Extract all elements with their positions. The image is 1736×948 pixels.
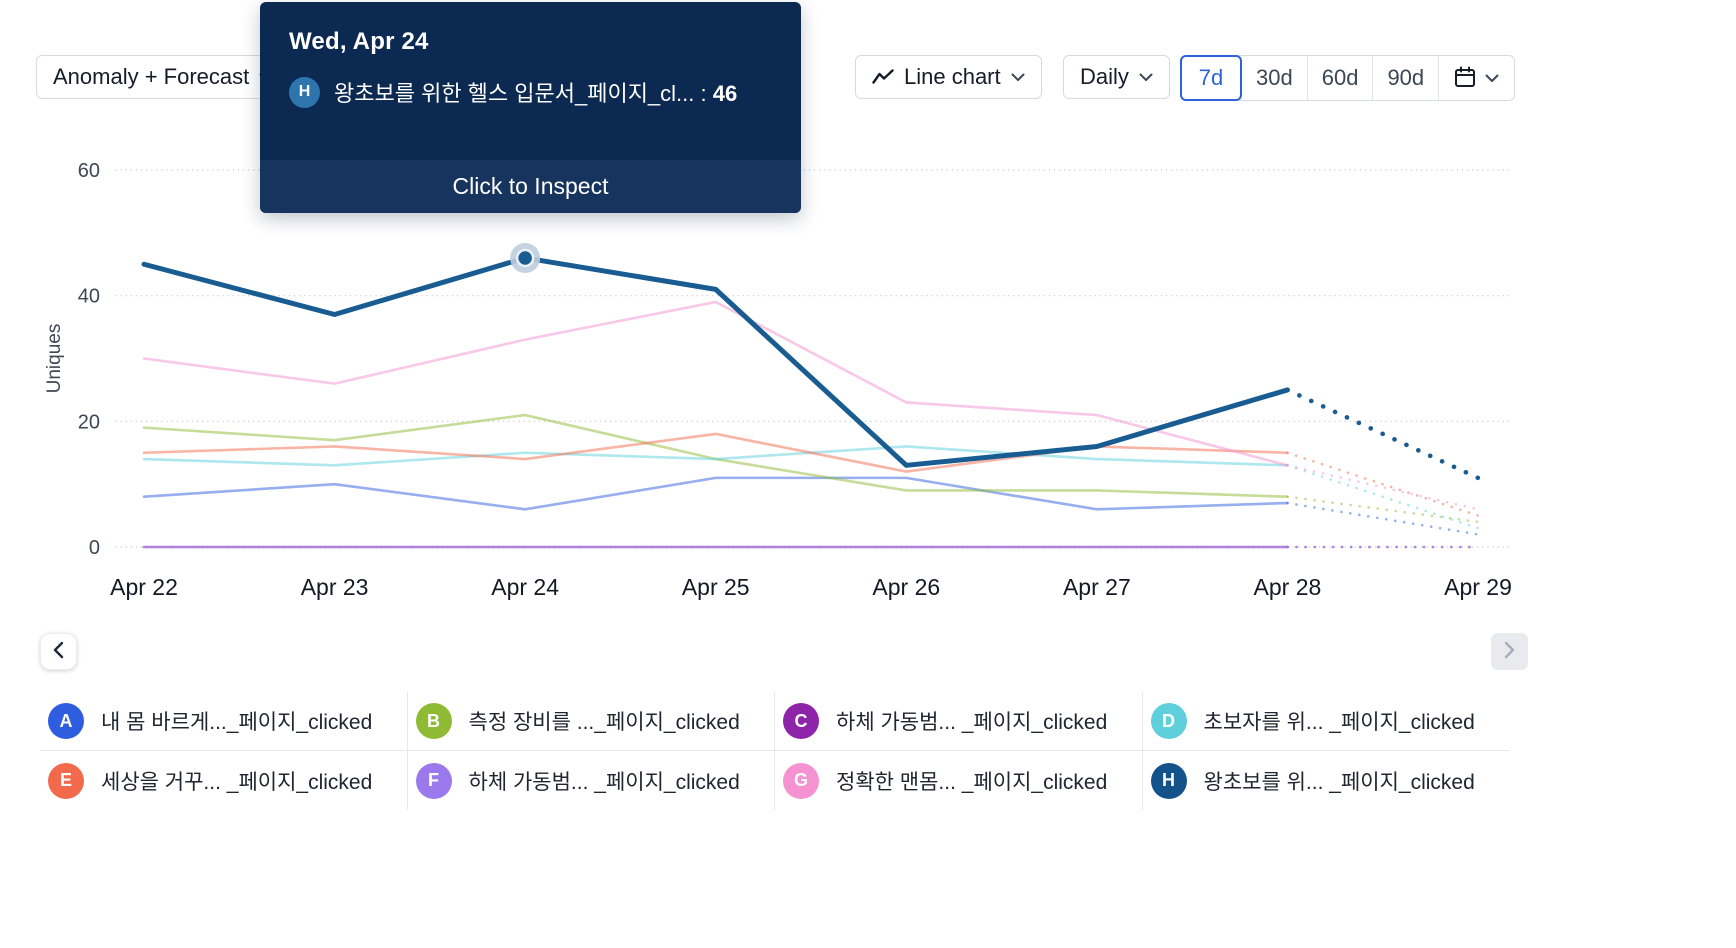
granularity-button[interactable]: Daily [1063,55,1170,99]
scroll-next-button[interactable] [1491,633,1528,670]
x-tick-label: Apr 22 [110,574,178,600]
x-tick-label: Apr 23 [301,574,369,600]
tooltip-date: Wed, Apr 24 [289,28,429,55]
legend-label-a: 내 몸 바르게..._페이지_clicked [101,711,373,734]
tooltip-series-label: 왕초보를 위한 헬스 입문서_페이지_cl... [334,81,695,106]
legend-label-f: 하체 가동범... _페이지_clicked [468,770,740,794]
legend-label-c: 하체 가동범... _페이지_clicked [836,711,1108,734]
tooltip-inspect-button[interactable]: Click to Inspect [260,160,801,213]
x-tick-label: Apr 27 [1063,574,1131,600]
series-badge-h: H [1150,762,1187,799]
highlighted-point[interactable] [515,248,535,268]
legend-label-d: 초보자를 위... _페이지_clicked [1203,711,1475,734]
metric-selector-label: Anomaly + Forecast [53,64,250,89]
series-badge: H [289,76,320,108]
legend-item-b[interactable]: B 측정 장비를 ..._페이지_clicked [407,692,775,751]
legend-item-g[interactable]: G 정확한 맨몸... _페이지_clicked [775,751,1143,810]
date-range-group: 7d 30d 60d 90d [1180,55,1516,101]
series-forecast-E [1286,451,1480,517]
series-badge-d: D [1150,703,1187,739]
legend-label-h: 왕초보를 위... _페이지_clicked [1203,770,1475,794]
x-tick-label: Apr 26 [872,574,940,600]
series-forecast-G [1286,464,1480,511]
series-line-D[interactable] [142,445,1289,467]
series-badge-c: C [783,703,819,739]
chevron-down-icon [1485,71,1499,86]
range-90d-button[interactable]: 90d [1373,56,1440,100]
x-tick-label: Apr 25 [682,574,750,600]
legend-item-h[interactable]: H 왕초보를 위... _페이지_clicked [1142,751,1510,810]
series-badge-b: B [415,703,452,739]
y-tick-label: 20 [78,411,100,433]
chart-tooltip: Wed, Apr 24 H 왕초보를 위한 헬스 입문서_페이지_cl... :… [260,2,801,213]
trend-chart[interactable]: 0 20 40 60 Apr 22 Apr 23 Apr 24 Apr 25 Apr 26 Apr… [0,140,1736,620]
x-tick-label: Apr 28 [1254,574,1322,600]
line-chart-icon [872,69,894,85]
range-30d-button[interactable]: 30d [1242,56,1308,100]
x-tick-label: Apr 29 [1444,574,1512,600]
y-axis-label: Uniques [44,324,65,394]
x-tick-label: Apr 24 [491,574,559,600]
series-forecast-H [1285,387,1481,481]
granularity-label: Daily [1080,64,1129,89]
tooltip-series-row: H 왕초보를 위한 헬스 입문서_페이지_cl... : 46 [260,56,801,108]
series-badge-e: E [48,762,84,799]
legend-label-e: 세상을 거꾸... _페이지_clicked [101,770,373,794]
series-line-H[interactable] [141,255,1290,468]
legend-item-f[interactable]: F 하체 가동범... _페이지_clicked [407,751,775,810]
y-tick-label: 40 [78,286,100,308]
chevron-down-icon [1139,73,1153,82]
series-badge-f: F [415,762,452,799]
y-tick-label: 0 [89,537,100,559]
legend-item-c[interactable]: C 하체 가동범... _페이지_clicked [775,692,1143,751]
chart-type-button[interactable]: Line chart [855,55,1042,99]
legend-item-e[interactable]: E 세상을 거꾸... _페이지_clicked [40,751,408,810]
legend-item-a[interactable]: A 내 몸 바르게..._페이지_clicked [40,692,408,751]
range-60d-button[interactable]: 60d [1307,56,1374,100]
chevron-right-icon [1504,641,1515,662]
tooltip-series-text: 왕초보를 위한 헬스 입문서_페이지_cl... : 46 [334,76,737,108]
chevron-left-icon [53,641,64,662]
chevron-down-icon [1011,73,1025,82]
series-forecast-B [1286,495,1480,524]
legend-item-d[interactable]: D 초보자를 위... _페이지_clicked [1142,692,1510,751]
tooltip-separator: : [694,81,713,106]
chart-type-label: Line chart [904,64,1001,89]
y-tick-label: 60 [78,160,100,182]
calendar-icon [1454,66,1476,91]
legend-label-b: 측정 장비를 ..._페이지_clicked [468,711,740,734]
range-7d-button[interactable]: 7d [1180,55,1242,101]
series-badge-g: G [783,762,819,799]
series-line-G[interactable] [142,300,1289,467]
tooltip-series-value: 46 [712,81,738,106]
metric-selector-button[interactable]: Anomaly + Forecast [36,55,272,99]
series-line-A[interactable] [142,476,1289,511]
series-forecast-D [1286,464,1480,530]
series-legend: A 내 몸 바르게..._페이지_clicked B 측정 장비를 ..._페이… [40,692,1510,810]
series-badge-a: A [48,703,84,739]
legend-label-g: 정확한 맨몸... _페이지_clicked [836,770,1108,794]
calendar-button[interactable] [1439,56,1515,100]
scroll-prev-button[interactable] [40,633,77,670]
